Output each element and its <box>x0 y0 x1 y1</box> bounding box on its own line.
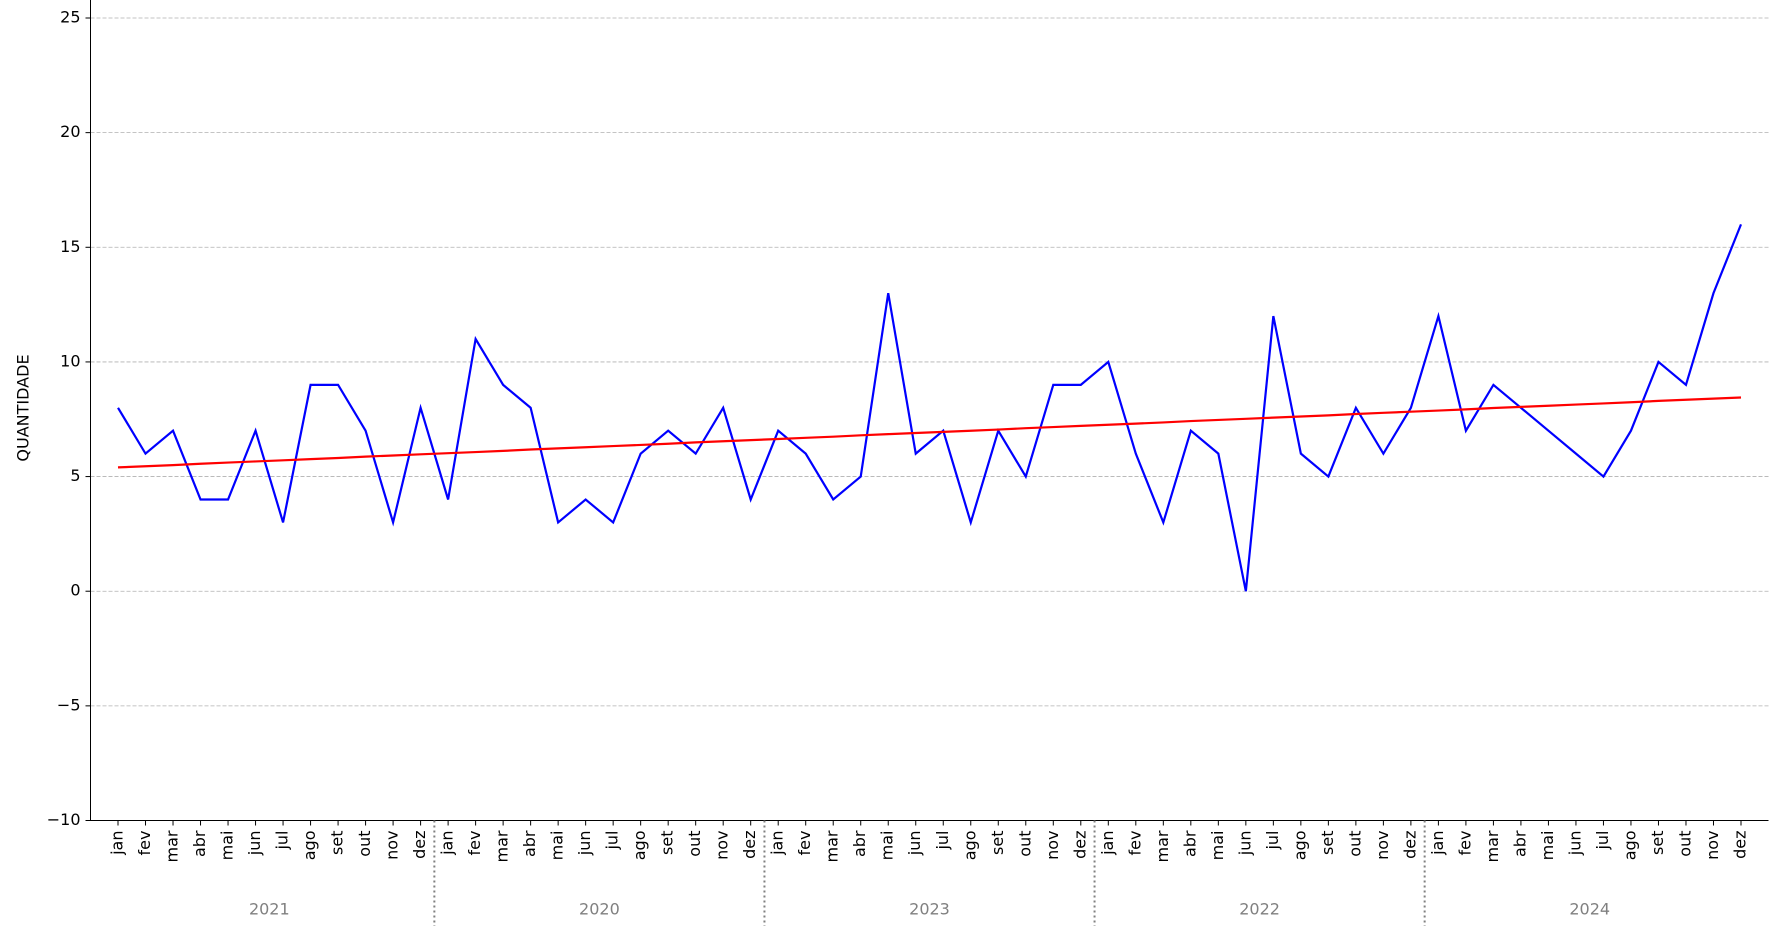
group-label: 2021 <box>249 900 290 919</box>
x-tick-label: ago <box>630 831 649 861</box>
x-tick-label: mar <box>1153 830 1172 862</box>
data-line <box>117 396 1742 469</box>
x-tick-label: jun <box>905 831 924 857</box>
x-tick-label: out <box>1345 831 1364 857</box>
x-tick-label: abr <box>1510 830 1529 857</box>
x-tick-label: jul <box>603 831 622 851</box>
y-axis-label: QUANTIDADE <box>14 354 33 461</box>
x-tick-label: mar <box>823 830 842 862</box>
x-tick-label: mai <box>218 831 237 861</box>
x-tick-label: mar <box>1483 830 1502 862</box>
group-label: 2022 <box>1239 900 1280 919</box>
x-tick-label: jan <box>768 831 787 856</box>
x-tick-label: jun <box>245 831 264 857</box>
x-tick-label: jul <box>1593 831 1612 851</box>
x-tick-label: nov <box>713 831 732 860</box>
data-line <box>117 223 1743 592</box>
x-tick-label: jul <box>933 831 952 851</box>
x-tick-label: out <box>1675 831 1694 857</box>
x-tick-label: jan <box>1428 831 1447 856</box>
x-tick-label: nov <box>1703 831 1722 860</box>
x-tick-label: jan <box>1098 831 1117 856</box>
x-tick-label: fev <box>135 831 154 856</box>
y-tick-label: −10 <box>47 810 81 829</box>
x-tick-label: set <box>1648 831 1667 855</box>
x-tick-label: ago <box>960 831 979 861</box>
x-tick-label: dez <box>1730 831 1749 859</box>
x-tick-label: set <box>1318 831 1337 855</box>
x-tick-label: out <box>355 831 374 857</box>
x-tick-label: mar <box>163 830 182 862</box>
x-tick-label: fev <box>1125 831 1144 856</box>
y-tick-label: 20 <box>60 122 80 141</box>
x-tick-label: jun <box>1235 831 1254 857</box>
y-tick-label: 25 <box>60 8 80 27</box>
x-tick-label: mai <box>1538 831 1557 861</box>
x-tick-label: dez <box>1070 831 1089 859</box>
x-tick-label: mai <box>1208 831 1227 861</box>
x-tick-label: ago <box>1620 831 1639 861</box>
x-tick-label: abr <box>190 830 209 857</box>
x-tick-label: set <box>658 831 677 855</box>
x-tick-label: dez <box>410 831 429 859</box>
x-tick-label: jul <box>273 831 292 851</box>
x-tick-label: mar <box>493 830 512 862</box>
x-tick-label: jun <box>575 831 594 857</box>
x-tick-label: fev <box>795 831 814 856</box>
x-tick-label: abr <box>520 830 539 857</box>
group-label: 2020 <box>579 900 620 919</box>
y-tick-label: 0 <box>70 581 80 600</box>
x-tick-label: ago <box>1290 831 1309 861</box>
group-label: 2024 <box>1569 900 1610 919</box>
x-tick-label: jun <box>1565 831 1584 857</box>
y-tick-label: 15 <box>60 237 80 256</box>
x-tick-label: dez <box>1400 831 1419 859</box>
x-tick-label: nov <box>1043 831 1062 860</box>
x-tick-label: fev <box>1455 831 1474 856</box>
x-tick-label: jan <box>108 831 127 856</box>
y-tick-label: 5 <box>70 466 80 485</box>
x-tick-label: ago <box>300 831 319 861</box>
x-tick-label: out <box>685 831 704 857</box>
x-tick-label: abr <box>850 830 869 857</box>
x-tick-label: set <box>328 831 347 855</box>
x-tick-label: nov <box>1373 831 1392 860</box>
x-tick-label: abr <box>1180 830 1199 857</box>
group-label: 2023 <box>909 900 950 919</box>
y-tick-label: −5 <box>57 695 81 714</box>
x-tick-label: jul <box>1263 831 1282 851</box>
x-tick-label: mai <box>548 831 567 861</box>
x-tick-label: jan <box>438 831 457 856</box>
x-tick-label: mai <box>878 831 897 861</box>
x-tick-label: out <box>1015 831 1034 857</box>
x-tick-label: set <box>988 831 1007 855</box>
x-tick-label: nov <box>383 831 402 860</box>
y-tick-label: 10 <box>60 351 80 370</box>
x-tick-label: dez <box>740 831 759 859</box>
x-tick-label: fev <box>465 831 484 856</box>
